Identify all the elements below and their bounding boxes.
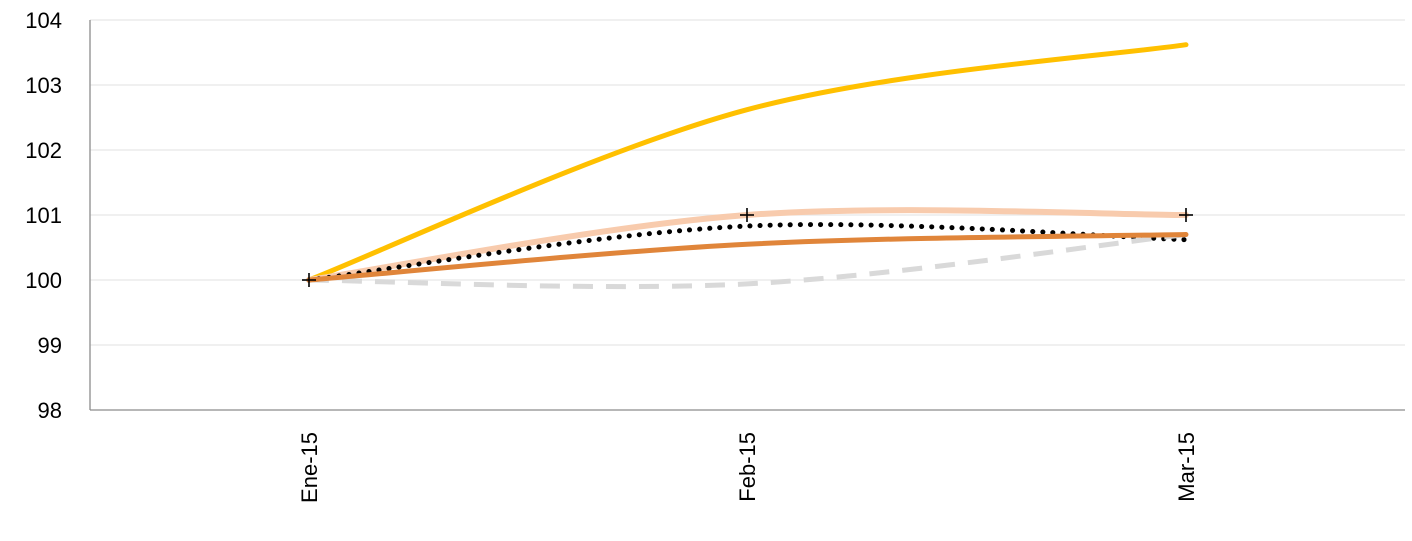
y-tick-label: 103 [25, 73, 62, 98]
y-tick-label: 99 [38, 333, 62, 358]
plus-marker [302, 273, 316, 287]
y-tick-label: 101 [25, 203, 62, 228]
y-tick-label: 100 [25, 268, 62, 293]
series-line-3 [306, 222, 1189, 283]
gridlines [90, 19, 1405, 346]
y-tick-label: 104 [25, 8, 62, 33]
series-line-5 [306, 232, 1189, 283]
plus-marker [1179, 208, 1193, 222]
x-tick-label: Feb-15 [735, 432, 760, 502]
x-tick-label: Mar-15 [1174, 432, 1199, 502]
series-line-4 [308, 232, 1187, 290]
x-tick-label: Ene-15 [297, 432, 322, 503]
axes [89, 20, 1405, 411]
y-tick-label: 102 [25, 138, 62, 163]
plus-marker [740, 208, 754, 222]
series-markers [302, 208, 1193, 287]
series-line-1 [306, 42, 1189, 283]
series-lines [306, 42, 1189, 290]
y-tick-label: 98 [38, 398, 62, 423]
x-tick-labels: Ene-15 Feb-15 Mar-15 [297, 432, 1199, 503]
y-tick-labels: 98 99 100 101 102 103 104 [25, 8, 62, 423]
